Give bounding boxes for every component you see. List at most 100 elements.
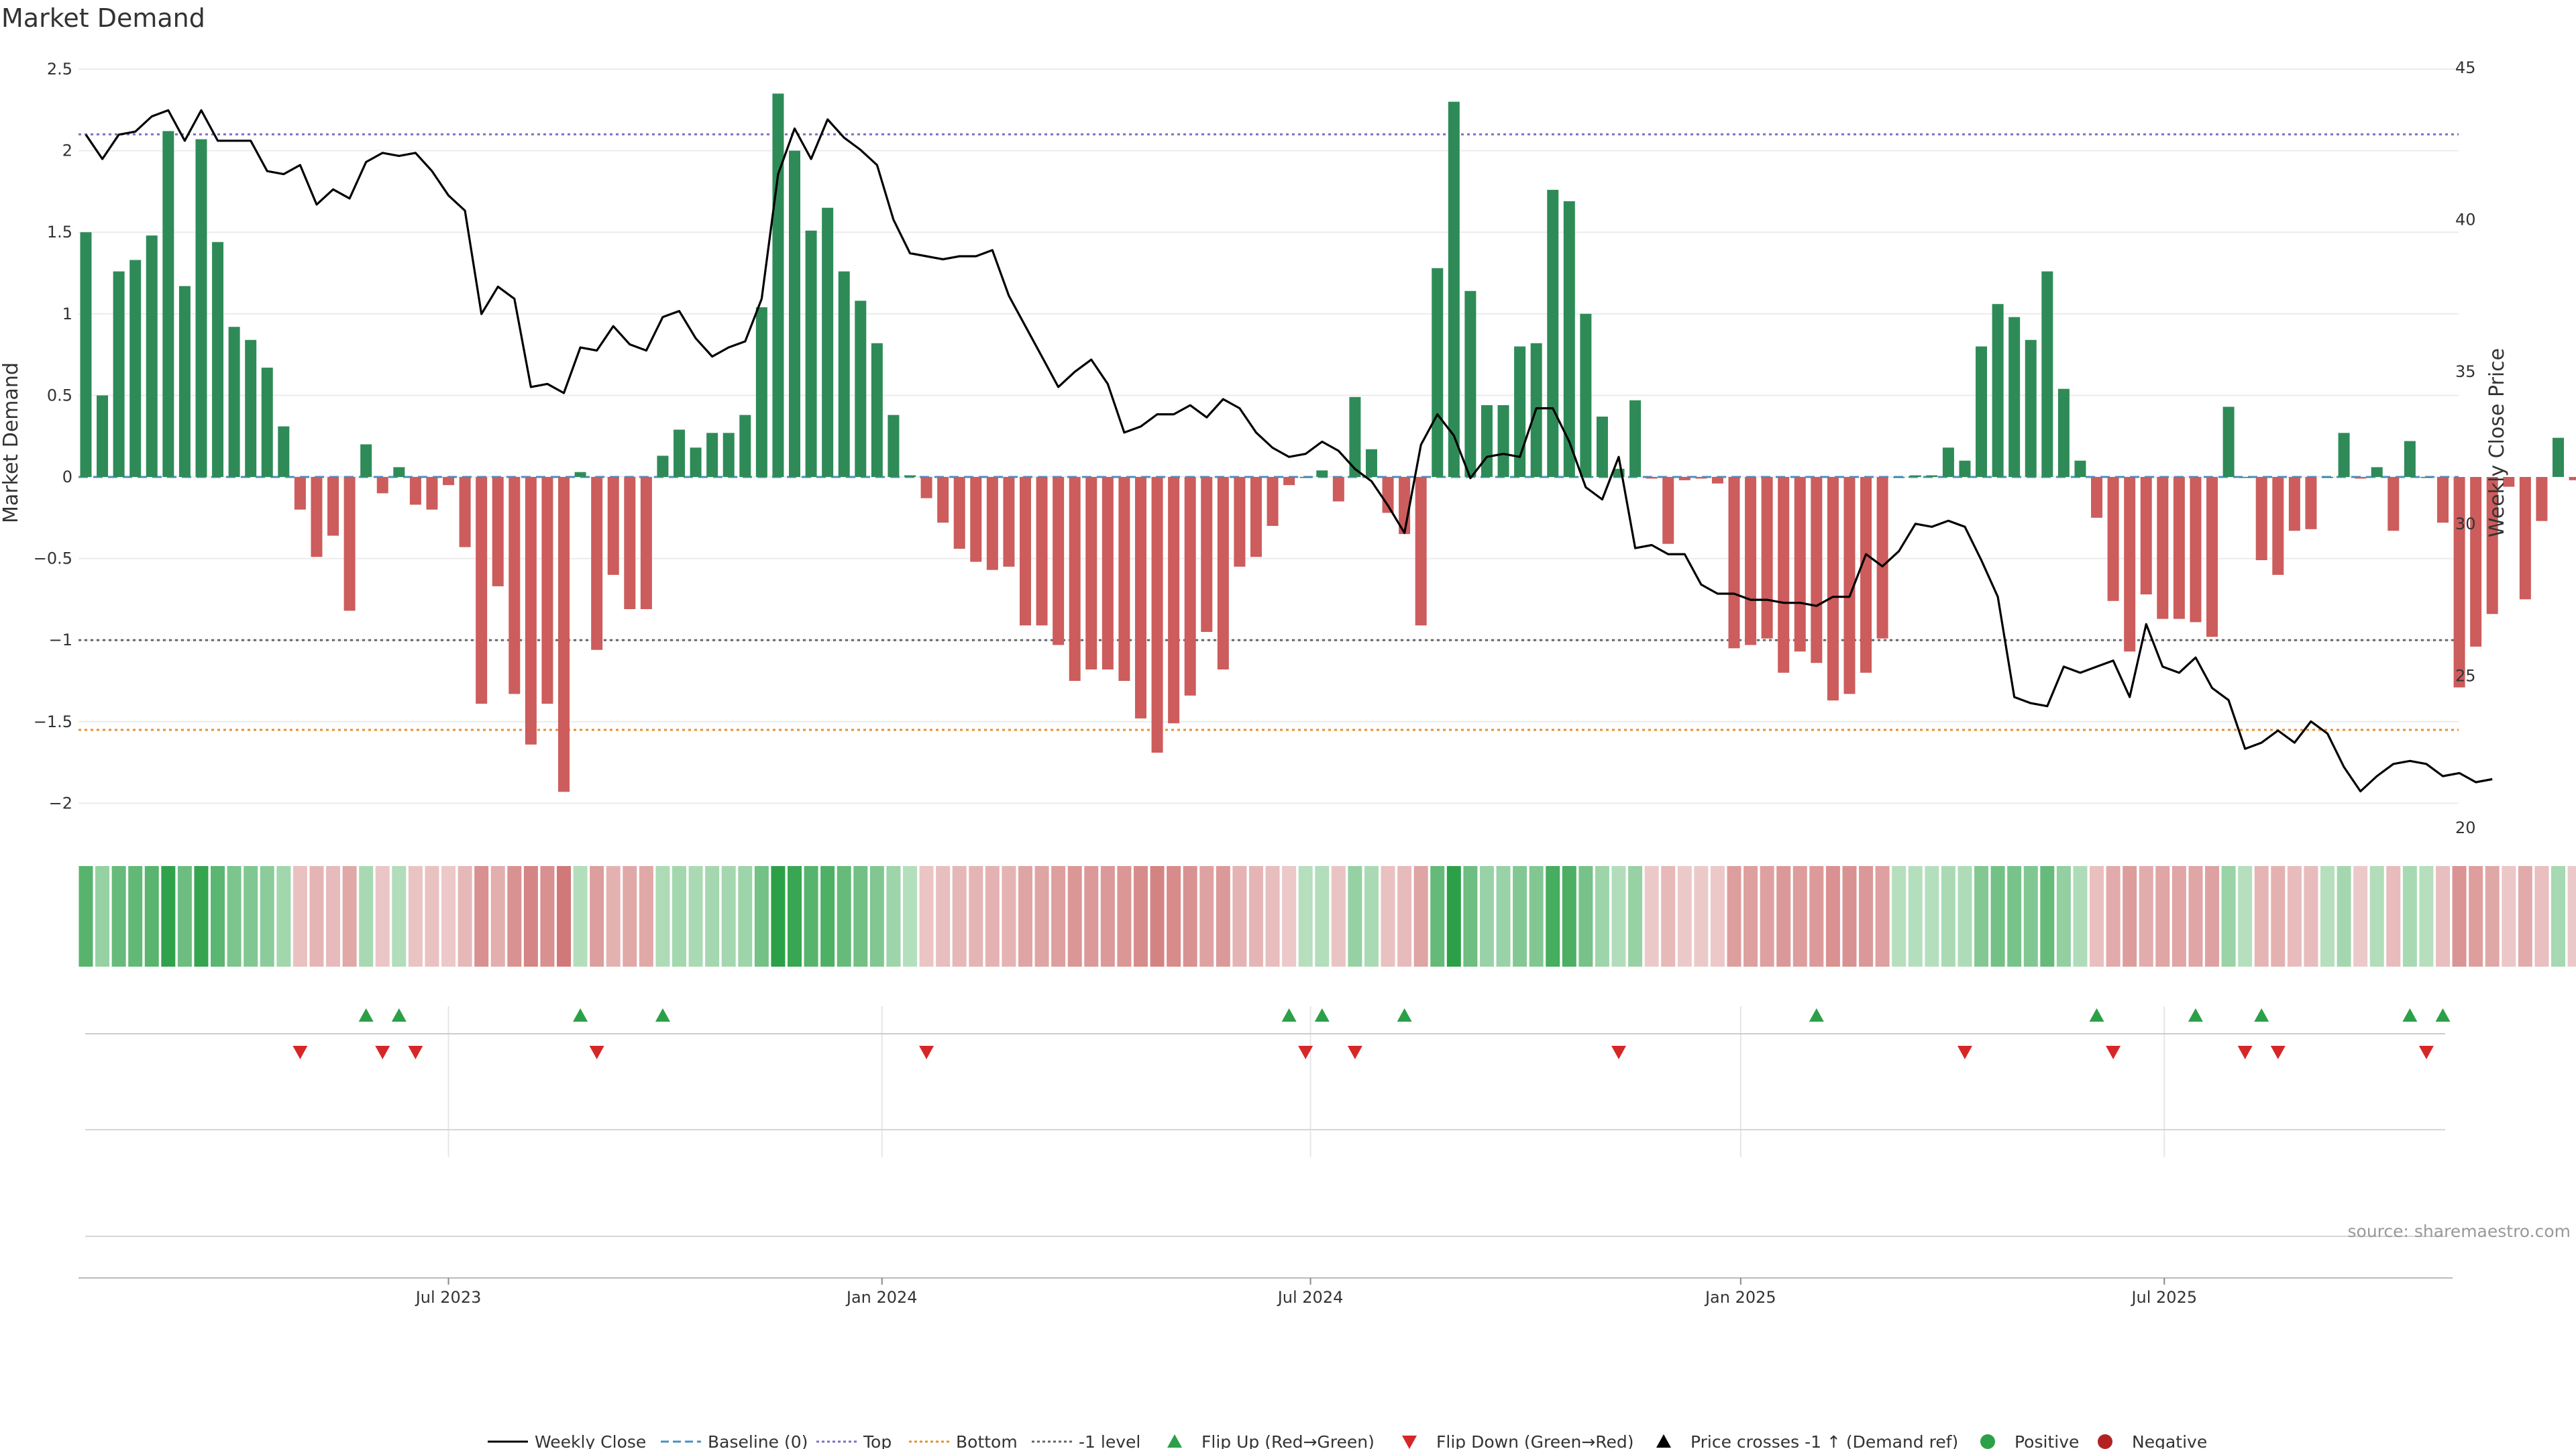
heat-cell xyxy=(919,866,934,967)
heat-cell xyxy=(2551,866,2565,967)
heat-cell xyxy=(853,866,868,967)
demand-bar xyxy=(1580,313,1592,477)
legend-item: Flip Up (Red→Green) xyxy=(1167,1432,1375,1449)
flip-down-marker xyxy=(1957,1046,1972,1059)
x-tick-label: Jul 2024 xyxy=(1277,1288,1344,1307)
left-tick-label: −2 xyxy=(49,794,72,812)
heat-cell xyxy=(1479,866,1494,967)
heat-cell xyxy=(837,866,851,967)
heat-cell xyxy=(557,866,572,967)
heat-cell xyxy=(260,866,274,967)
demand-bar xyxy=(541,477,553,704)
left-tick-label: −0.5 xyxy=(34,549,72,568)
flip-up-marker xyxy=(2435,1008,2451,1022)
heat-cell xyxy=(78,866,93,967)
demand-bar xyxy=(1942,447,1954,477)
heat-cell xyxy=(95,866,110,967)
heat-cell xyxy=(2271,866,2286,967)
left-axis-ticks: 2.5 2 1.5 1 0.5 0 −0.5 −1 −1.5 −2 xyxy=(34,60,72,812)
heat-cell xyxy=(1084,866,1099,967)
legend-item: Flip Down (Green→Red) xyxy=(1402,1432,1634,1449)
heat-cell xyxy=(1248,866,1263,967)
demand-bar xyxy=(80,232,92,477)
demand-bar xyxy=(1629,400,1642,477)
right-axis-ticks: 45 40 35 30 25 20 xyxy=(2455,58,2476,837)
demand-bar xyxy=(2305,477,2317,529)
heat-cell xyxy=(111,866,126,967)
heat-cell xyxy=(2171,866,2186,967)
heat-cell xyxy=(2205,866,2220,967)
demand-bar xyxy=(657,455,669,477)
flip-up-marker xyxy=(2188,1008,2203,1022)
demand-bar xyxy=(1778,477,1790,673)
heat-cell xyxy=(2188,866,2203,967)
heat-cell xyxy=(144,866,159,967)
demand-bar xyxy=(1382,477,1394,513)
demand-bar xyxy=(706,433,718,477)
heat-cell xyxy=(705,866,720,967)
heat-cell xyxy=(623,866,637,967)
demand-bar xyxy=(1349,396,1361,477)
flip-down-marker xyxy=(2106,1046,2121,1059)
demand-bar xyxy=(2420,477,2432,478)
flip-down-marker xyxy=(1298,1046,1313,1059)
demand-bar xyxy=(1432,268,1444,477)
demand-bar xyxy=(1415,477,1427,626)
heat-cell xyxy=(1496,866,1511,967)
heat-cell xyxy=(1265,866,1280,967)
demand-bar xyxy=(920,477,932,498)
demand-bar xyxy=(409,477,421,505)
heat-cell xyxy=(540,866,555,967)
left-tick-label: −1.5 xyxy=(34,712,72,731)
demand-bar xyxy=(2536,477,2548,521)
demand-bar xyxy=(2322,477,2334,478)
heat-cell xyxy=(507,866,522,967)
demand-bar xyxy=(772,93,784,478)
heat-cell xyxy=(1710,866,1725,967)
demand-bar xyxy=(343,477,356,611)
demand-bar xyxy=(1283,477,1295,486)
demand-bar xyxy=(113,271,125,477)
heat-cell xyxy=(985,866,1000,967)
demand-bar xyxy=(1134,477,1146,718)
demand-bar xyxy=(228,327,240,477)
left-tick-label: 1 xyxy=(62,305,72,323)
demand-bar xyxy=(1547,189,1559,477)
heat-cell xyxy=(309,866,324,967)
demand-bar xyxy=(278,426,290,477)
empty-indicator-panels xyxy=(78,1129,2453,1279)
demand-bar xyxy=(986,477,998,570)
demand-bar xyxy=(2140,477,2152,595)
demand-bar xyxy=(2569,477,2576,480)
demand-bar xyxy=(1316,470,1328,477)
legend-label: Baseline (0) xyxy=(708,1432,808,1449)
heat-cell xyxy=(2073,866,2088,967)
demand-bar xyxy=(1019,477,1031,626)
heat-cell xyxy=(2139,866,2153,967)
heat-cell xyxy=(1315,866,1330,967)
legend-label: Positive xyxy=(2015,1432,2079,1449)
flip-down-marker xyxy=(292,1046,308,1059)
demand-bar xyxy=(1646,477,1658,479)
heat-cell xyxy=(2337,866,2351,967)
heat-cell xyxy=(1216,866,1230,967)
heat-cell xyxy=(721,866,736,967)
demand-bar xyxy=(937,477,949,523)
demand-bar xyxy=(2387,477,2400,531)
demand-bar xyxy=(591,477,603,650)
demand-bar xyxy=(1596,417,1608,477)
heat-cell xyxy=(425,866,439,967)
demand-bar xyxy=(2107,477,2119,601)
demand-bar xyxy=(805,230,817,477)
legend-item: Price crosses -1 ↑ (Demand ref) xyxy=(1656,1432,1958,1449)
heat-cell xyxy=(1413,866,1428,967)
heat-cell xyxy=(573,866,588,967)
demand-bar xyxy=(1151,477,1163,753)
heat-cell xyxy=(2320,866,2335,967)
legend-item: Bottom xyxy=(909,1432,1018,1449)
demand-bar xyxy=(574,472,586,477)
heat-cell xyxy=(2221,866,2236,967)
heat-cell xyxy=(952,866,967,967)
demand-bar xyxy=(1563,201,1575,477)
heat-cell xyxy=(1183,866,1197,967)
